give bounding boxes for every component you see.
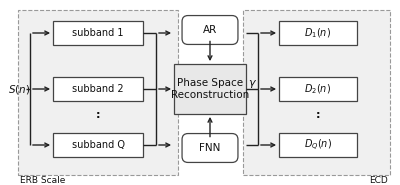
Bar — [243, 10, 390, 175]
Text: Phase Space
Reconstruction: Phase Space Reconstruction — [171, 78, 249, 100]
FancyBboxPatch shape — [53, 133, 143, 157]
FancyBboxPatch shape — [182, 16, 238, 44]
Text: subband Q: subband Q — [72, 140, 124, 150]
Text: $D_1(n)$: $D_1(n)$ — [304, 26, 332, 40]
Text: :: : — [316, 110, 320, 120]
Text: ECD: ECD — [369, 176, 388, 185]
Text: subband 1: subband 1 — [72, 28, 124, 38]
Text: $S(n)$: $S(n)$ — [8, 83, 30, 95]
Text: :: : — [96, 110, 100, 120]
FancyBboxPatch shape — [182, 134, 238, 162]
FancyBboxPatch shape — [53, 21, 143, 45]
FancyBboxPatch shape — [279, 77, 357, 101]
Text: FNN: FNN — [199, 143, 221, 153]
Text: AR: AR — [203, 25, 217, 35]
Text: $\gamma$: $\gamma$ — [248, 78, 257, 90]
Text: ERB Scale: ERB Scale — [20, 176, 65, 185]
FancyBboxPatch shape — [53, 77, 143, 101]
Text: $D_2(n)$: $D_2(n)$ — [304, 82, 332, 96]
FancyBboxPatch shape — [174, 64, 246, 114]
Bar — [18, 10, 178, 175]
FancyBboxPatch shape — [279, 133, 357, 157]
FancyBboxPatch shape — [279, 21, 357, 45]
Text: subband 2: subband 2 — [72, 84, 124, 94]
Text: $D_Q(n)$: $D_Q(n)$ — [304, 137, 332, 153]
